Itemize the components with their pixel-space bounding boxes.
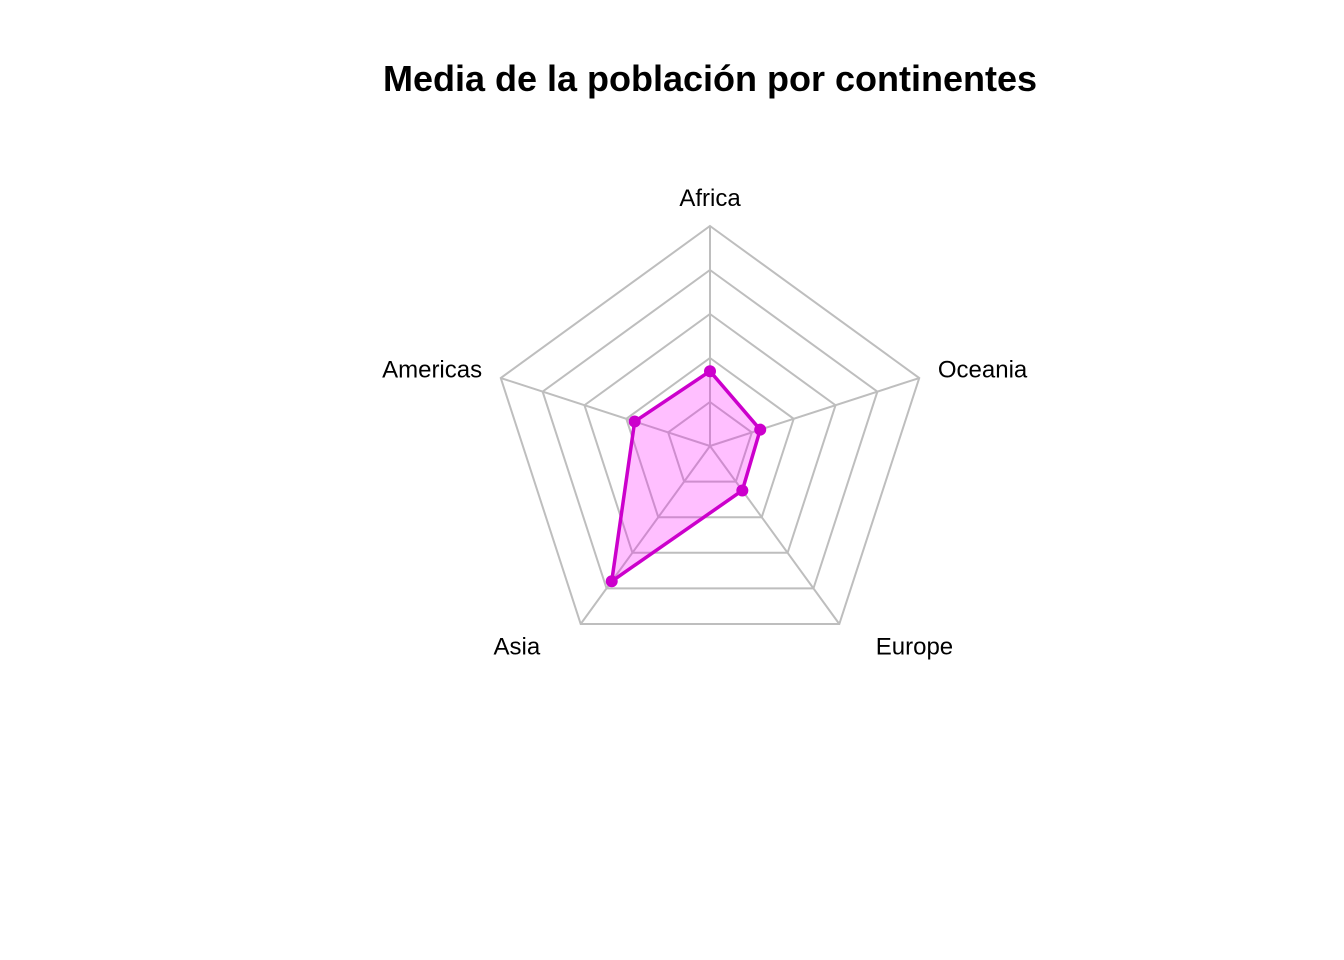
chart-title: Media de la población por continentes [382,58,1038,99]
data-point-europe [736,484,749,497]
grid-ring-1 [666,400,754,483]
data-point-americas [628,415,641,428]
radar-series [605,365,767,588]
axis-label-americas: Americas [382,356,482,383]
axis-line-europe [709,445,841,625]
axis-line-americas [500,377,711,447]
axis-line-oceania [709,377,920,447]
grid-ring-5 [499,224,921,625]
axis-line-asia [579,445,711,625]
grid-ring-4 [541,268,879,590]
axis-label-africa: Africa [679,185,741,212]
grid-ring-2 [625,356,795,519]
data-point-oceania [754,423,767,436]
radar-grid [499,224,921,625]
data-point-asia [605,575,618,588]
axis-label-asia: Asia [494,634,541,661]
data-point-africa [704,365,716,378]
axis-label-oceania: Oceania [938,356,1028,383]
axis-label-europe: Europe [876,634,953,661]
grid-ring-3 [583,312,837,554]
radar-axis-labels: Africa Oceania Europe Asia Americas [382,185,1028,661]
series-area-0 [609,369,762,584]
